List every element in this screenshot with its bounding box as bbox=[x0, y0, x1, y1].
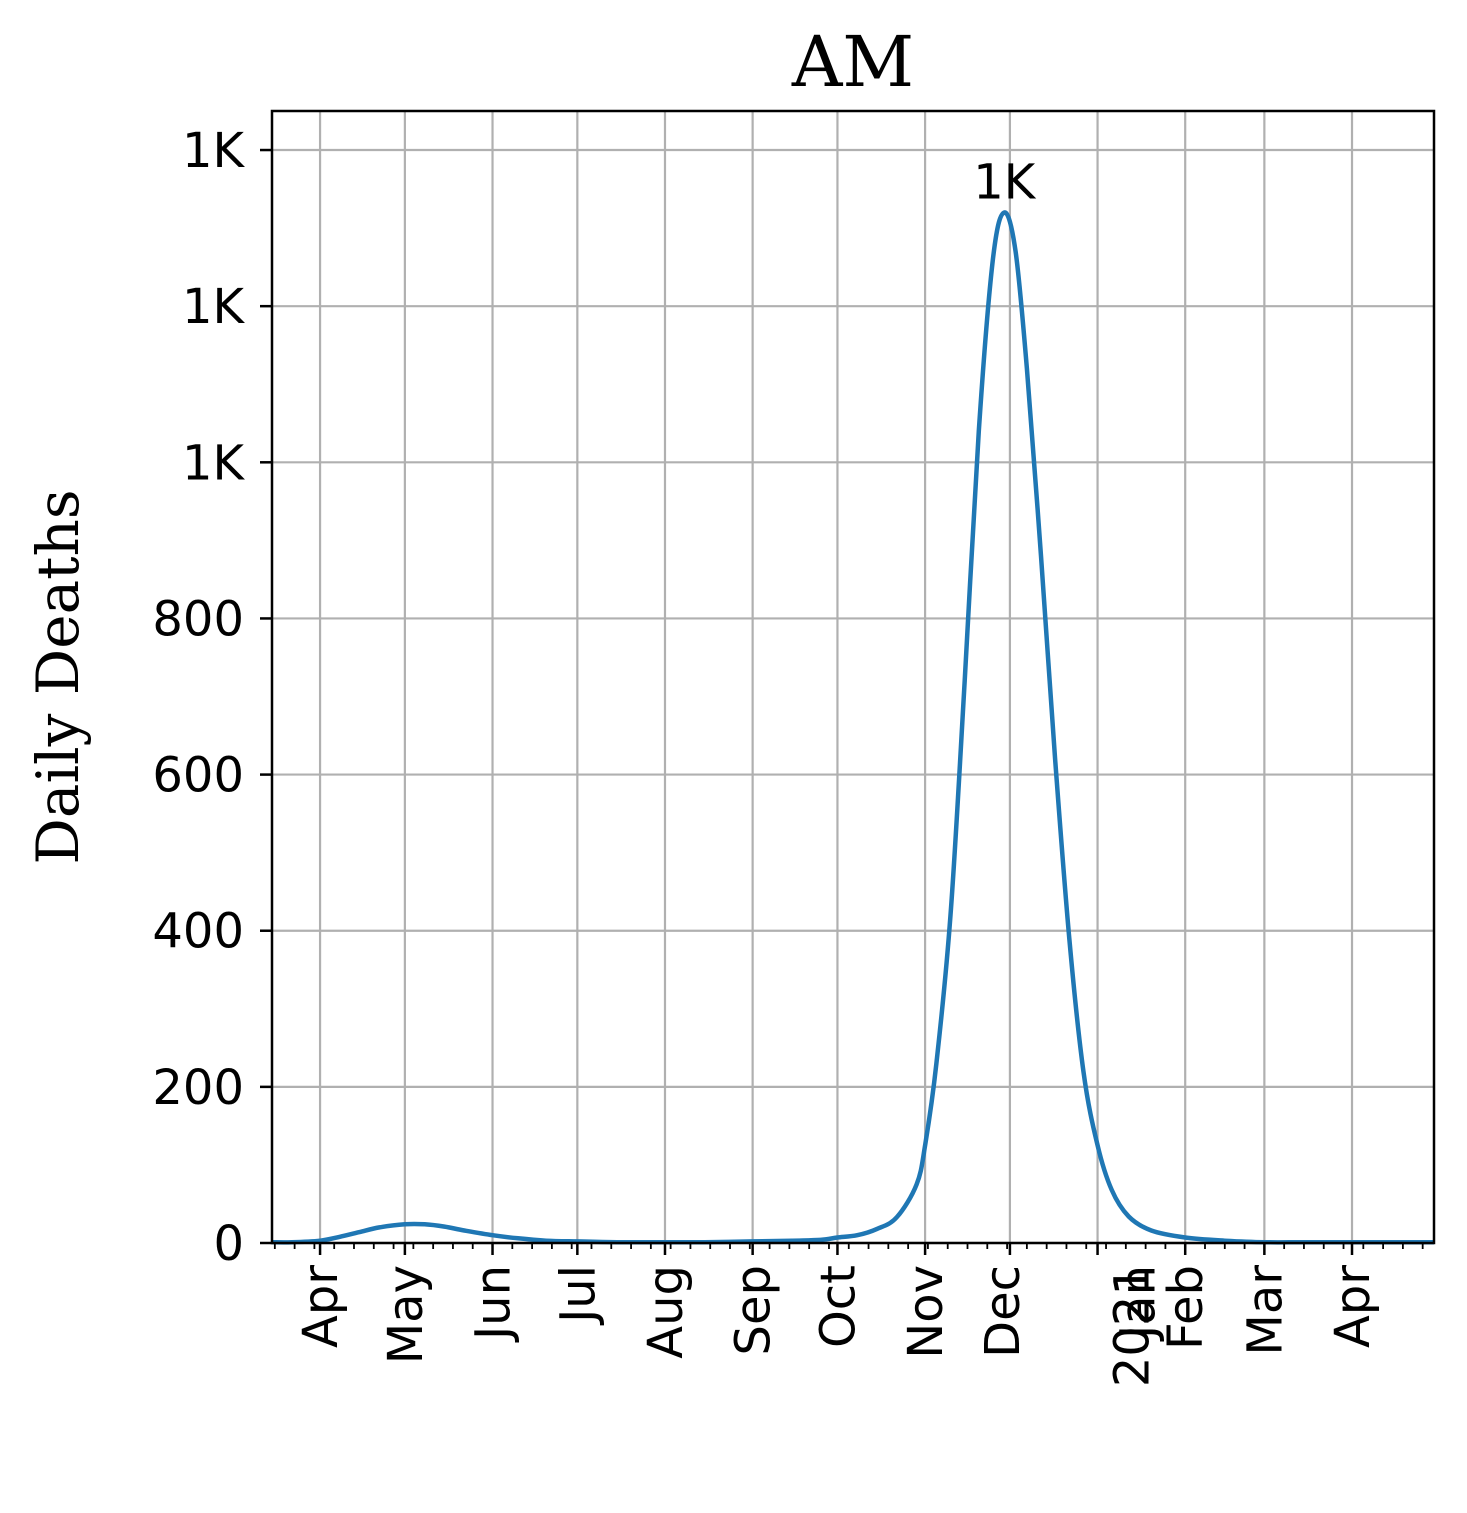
y-axis-label: Daily Deaths bbox=[24, 489, 92, 864]
x-tick-label: Aug bbox=[638, 1265, 694, 1359]
y-tick-label: 0 bbox=[213, 1216, 244, 1272]
x-tick-label: Jun bbox=[466, 1265, 522, 1343]
tick-layer: 0 200 400 600 800 1K 1K 1K Apr May Jun Jul Aug Sep Oct… bbox=[152, 123, 1424, 1387]
line-layer bbox=[271, 210, 1434, 1245]
x-tick-label: 2021 bbox=[1105, 1265, 1161, 1387]
y-tick-label: 400 bbox=[152, 904, 244, 960]
x-tick-label: Apr bbox=[293, 1265, 349, 1348]
peak-annotation: 1K bbox=[973, 154, 1037, 210]
plot-frame bbox=[270, 109, 1436, 1245]
y-tick-label: 600 bbox=[152, 748, 244, 804]
x-tick-label: Sep bbox=[726, 1265, 782, 1355]
y-tick-label: 1K bbox=[182, 435, 246, 491]
y-tick-label: 1K bbox=[182, 123, 246, 179]
x-tick-label: Apr bbox=[1325, 1265, 1381, 1348]
x-tick-label: Dec bbox=[975, 1265, 1031, 1358]
x-tick-label: Oct bbox=[810, 1265, 866, 1348]
x-tick-label: Feb bbox=[1158, 1265, 1214, 1350]
x-tick-label: May bbox=[378, 1265, 434, 1364]
x-tick-label: Nov bbox=[898, 1265, 954, 1359]
y-tick-label: 1K bbox=[182, 279, 246, 335]
grid-layer bbox=[272, 111, 1434, 1245]
series-line bbox=[271, 210, 1434, 1245]
chart-title: AM bbox=[791, 21, 914, 103]
x-tick-label: Mar bbox=[1237, 1265, 1293, 1356]
x-tick-label: Jan bbox=[1111, 1265, 1167, 1342]
x-tick-label: Jul bbox=[550, 1265, 606, 1326]
y-tick-label: 200 bbox=[152, 1060, 244, 1116]
y-tick-label: 800 bbox=[152, 591, 244, 647]
